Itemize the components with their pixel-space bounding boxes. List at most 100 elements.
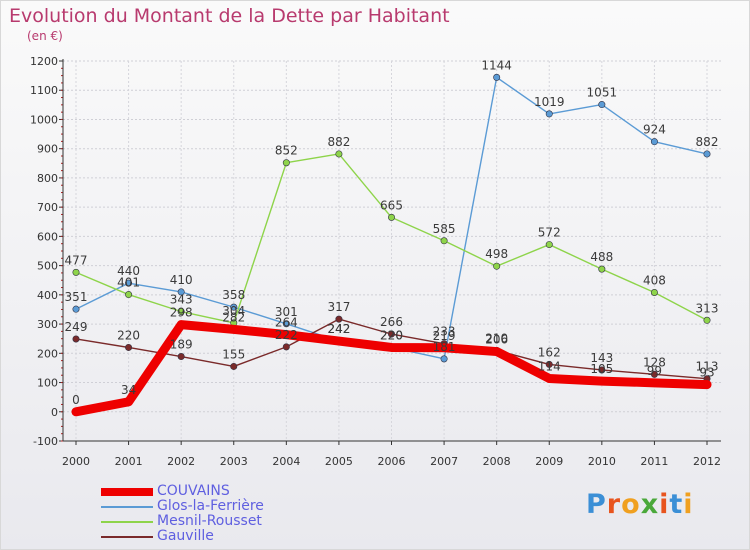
x-tick-label: 2012 xyxy=(693,455,721,468)
y-tick-label: 900 xyxy=(37,143,58,156)
legend-label: Gauville xyxy=(157,528,214,544)
proxiti-logo: Proxiti xyxy=(586,489,694,520)
data-point xyxy=(71,407,81,417)
logo-letter: x xyxy=(640,489,660,520)
logo-letter: i xyxy=(659,489,670,520)
data-point xyxy=(124,397,133,407)
data-label: 113 xyxy=(696,360,719,374)
legend-swatch xyxy=(101,506,153,508)
data-label: 882 xyxy=(696,135,719,149)
y-tick-label: 1000 xyxy=(30,113,58,126)
logo-letter: o xyxy=(621,489,641,520)
data-label: 242 xyxy=(327,322,350,336)
data-label: 34 xyxy=(121,383,136,397)
data-label: 114 xyxy=(538,359,561,373)
y-tick-label: 400 xyxy=(37,289,58,302)
data-point xyxy=(387,330,395,338)
chart-title: Evolution du Montant de la Dette par Hab… xyxy=(9,5,450,27)
data-point xyxy=(597,376,607,386)
data-point xyxy=(545,241,553,249)
logo-letter: P xyxy=(586,489,607,520)
logo-letter: r xyxy=(606,489,622,520)
data-point xyxy=(598,265,606,273)
data-point xyxy=(282,159,290,167)
data-point xyxy=(545,360,553,368)
x-tick-label: 2002 xyxy=(167,455,195,468)
data-label: 358 xyxy=(222,288,245,302)
legend-label: COUVAINS xyxy=(157,483,230,499)
data-label: 155 xyxy=(222,347,245,361)
data-point xyxy=(650,289,658,297)
data-label: 882 xyxy=(327,135,350,149)
data-point xyxy=(334,336,344,346)
x-tick-label: 2008 xyxy=(483,455,511,468)
data-label: 852 xyxy=(275,144,298,158)
data-point xyxy=(230,303,238,311)
data-point xyxy=(125,343,133,351)
data-label: 572 xyxy=(538,226,561,240)
data-point xyxy=(650,378,659,388)
data-label: 304 xyxy=(222,304,245,318)
data-label: 266 xyxy=(380,315,403,329)
data-label: 1051 xyxy=(587,86,618,100)
data-label: 206 xyxy=(485,333,508,347)
data-point xyxy=(282,320,290,328)
x-tick-label: 2001 xyxy=(115,455,143,468)
data-label: 665 xyxy=(380,198,403,212)
data-point xyxy=(72,268,80,276)
data-label: 282 xyxy=(222,310,245,324)
data-label: 189 xyxy=(170,338,193,352)
legend: COUVAINS Glos-la-Ferrière Mesnil-Rousset Ga… xyxy=(101,483,361,545)
data-point xyxy=(439,343,449,353)
y-tick-label: 1100 xyxy=(30,84,58,97)
data-label: 924 xyxy=(643,123,666,137)
legend-swatch xyxy=(101,536,153,538)
legend-item: COUVAINS xyxy=(101,483,361,500)
legend-item: Glos-la-Ferrière xyxy=(101,498,361,515)
data-point xyxy=(545,110,553,118)
data-point xyxy=(229,325,239,334)
data-point xyxy=(335,150,343,158)
data-point xyxy=(544,374,554,383)
data-point xyxy=(176,320,186,329)
data-label: 440 xyxy=(117,264,140,278)
data-point xyxy=(703,316,711,324)
data-point xyxy=(125,291,133,299)
data-point xyxy=(125,279,133,287)
data-label: 498 xyxy=(485,247,508,261)
x-tick-label: 2004 xyxy=(272,455,300,468)
data-label: 408 xyxy=(643,274,666,288)
data-label: 351 xyxy=(65,290,88,304)
legend-item: Mesnil-Rousset xyxy=(101,513,361,530)
logo-letter: i xyxy=(683,489,694,520)
data-point xyxy=(387,213,395,221)
data-point xyxy=(650,138,658,146)
data-point xyxy=(387,343,396,352)
data-point xyxy=(440,237,448,245)
data-label: 220 xyxy=(380,328,403,342)
data-label: 242 xyxy=(327,322,350,336)
data-label: 401 xyxy=(117,276,140,290)
data-point xyxy=(650,370,658,378)
data-label: 317 xyxy=(327,300,350,314)
y-tick-label: 300 xyxy=(37,318,58,331)
data-point xyxy=(440,355,448,363)
data-point xyxy=(282,330,291,339)
x-tick-label: 2003 xyxy=(220,455,248,468)
data-point xyxy=(598,101,606,109)
data-point xyxy=(282,343,290,351)
data-label: 264 xyxy=(275,316,298,330)
data-label: 128 xyxy=(643,355,666,369)
data-point xyxy=(72,335,80,343)
data-point xyxy=(493,262,501,270)
y-tick-label: 800 xyxy=(37,172,58,185)
data-label: 210 xyxy=(485,331,508,345)
x-tick-label: 2005 xyxy=(325,455,353,468)
y-tick-label: 100 xyxy=(37,377,58,390)
data-label: 220 xyxy=(117,328,140,342)
data-label: 162 xyxy=(538,345,561,359)
data-label: 1144 xyxy=(481,58,512,72)
y-tick-label: 0 xyxy=(51,406,58,419)
data-label: 0 xyxy=(72,393,80,407)
